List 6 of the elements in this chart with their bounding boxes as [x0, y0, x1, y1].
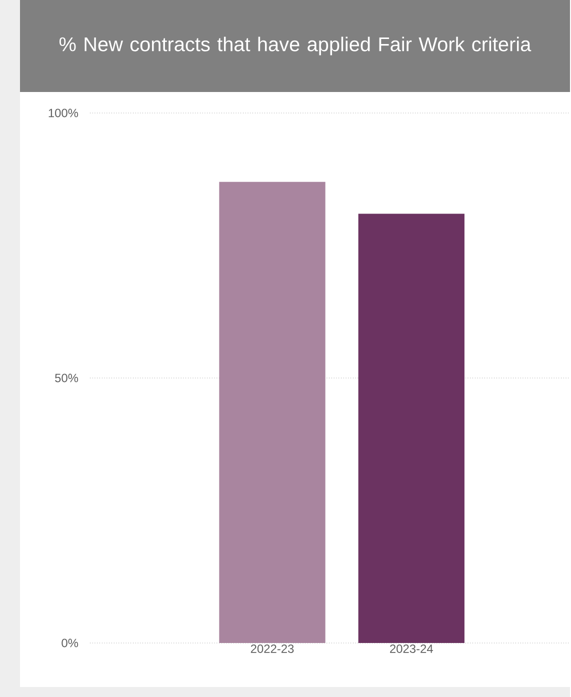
- y-tick-label: 50%: [55, 374, 78, 382]
- y-tick-label: 100%: [49, 108, 78, 118]
- x-tick-label: 2022-23: [251, 644, 294, 653]
- y-tick-label: 0%: [62, 638, 78, 648]
- chart-title: % New contracts that have applied Fair Work criteria: [60, 36, 532, 56]
- x-tick-label: 2023-24: [390, 644, 434, 653]
